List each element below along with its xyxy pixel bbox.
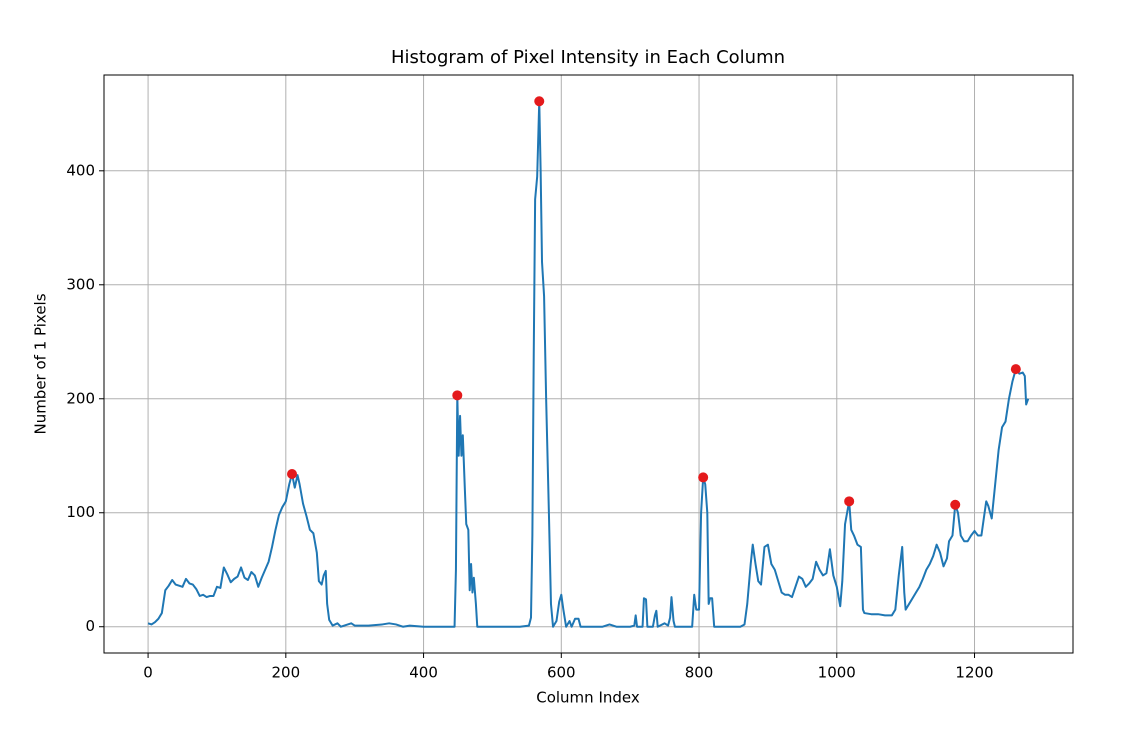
y-tick-label: 200 [66, 389, 95, 407]
x-tick-label: 1200 [955, 664, 993, 682]
y-tick-label: 400 [66, 161, 95, 179]
y-tick-label: 100 [66, 503, 95, 521]
x-axis-label: Column Index [536, 689, 640, 707]
y-axis-label: Number of 1 Pixels [32, 293, 50, 434]
peak-point [1010, 364, 1021, 375]
chart-title: Histogram of Pixel Intensity in Each Col… [391, 47, 785, 68]
peak-point [698, 472, 709, 483]
x-tick-label: 1000 [818, 664, 856, 682]
x-tick-label: 200 [271, 664, 300, 682]
x-tick-label: 400 [409, 664, 438, 682]
peak-point [452, 390, 463, 401]
x-tick-label: 600 [547, 664, 576, 682]
x-tick-label: 800 [685, 664, 714, 682]
peak-point [534, 96, 545, 107]
x-tick-label: 0 [143, 664, 153, 682]
y-tick-label: 300 [66, 275, 95, 293]
peak-point [950, 499, 961, 510]
data-line [147, 100, 1030, 628]
y-tick-label: 0 [85, 617, 95, 635]
peak-point [287, 468, 298, 479]
peak-point [844, 496, 855, 507]
plot-frame [103, 74, 1074, 654]
